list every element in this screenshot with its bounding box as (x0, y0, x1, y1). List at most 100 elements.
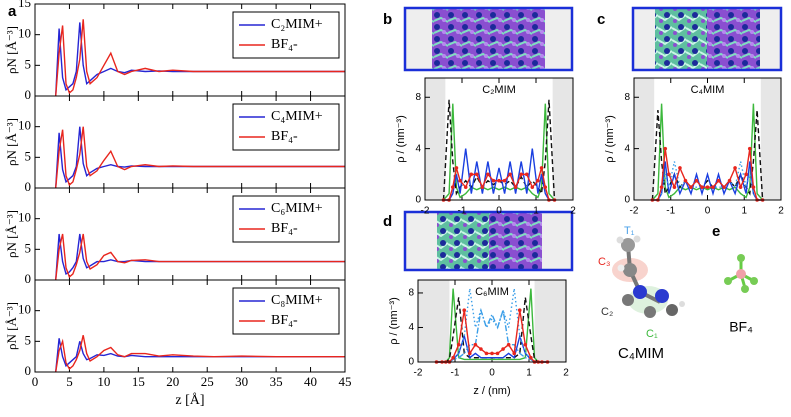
series-line (651, 110, 764, 201)
y-tick-label: 10 (18, 302, 31, 317)
series-line (442, 99, 556, 201)
c4mim-molecule (612, 235, 685, 318)
x-axis-label: z [Å] (175, 392, 204, 408)
legend-label: C₈MIM+ (271, 293, 323, 308)
y-tick-label: 0 (25, 87, 32, 102)
x-tick-label: -2 (630, 206, 639, 217)
y-tick-label: 15 (18, 0, 31, 10)
plot-frame (417, 279, 567, 363)
series-line (651, 103, 764, 201)
x-tick-label: 20 (166, 374, 179, 389)
molecule-name: C₄MIM (618, 345, 664, 362)
series-line (55, 19, 345, 97)
x-tick-label: 2 (570, 206, 576, 217)
shaded-region (552, 78, 573, 200)
x-tick-label: -1 (458, 206, 467, 217)
point (491, 178, 496, 183)
point (456, 342, 461, 347)
atom-label: C₁ (646, 328, 658, 340)
legend-box (232, 287, 340, 335)
shaded-region (760, 78, 781, 200)
chart: -2 -1 0 1 2 0 4 8 z / (nm) ρ / (nm⁻³) C₆MIM (388, 279, 569, 397)
shaded-region (425, 78, 446, 200)
point (529, 355, 533, 360)
y-tick-label: 0 (624, 195, 630, 206)
x-tick-label: 0 (32, 374, 39, 389)
plot-frame (633, 77, 782, 201)
point (486, 172, 490, 177)
shaded-region (418, 280, 450, 362)
point (523, 342, 528, 347)
point (716, 178, 721, 183)
series-line (436, 309, 548, 363)
y-tick-label: 8 (415, 92, 421, 103)
point (536, 178, 540, 183)
shaded-region (534, 280, 566, 362)
point (711, 185, 715, 189)
x-tick-label: 0 (705, 206, 711, 217)
point (512, 351, 516, 356)
chart-label: C₂MIM (482, 84, 516, 96)
point (475, 172, 479, 177)
point (733, 166, 737, 170)
chart: 0 5 10 15 ρN [Å⁻³] C₂MIM+ BF₄- (4, 0, 346, 102)
x-tick-label: -1 (666, 206, 675, 217)
point (508, 172, 512, 177)
y-tick-label: 5 (25, 148, 32, 163)
snapshot-c (631, 6, 783, 72)
legend-label: BF₄- (271, 37, 298, 52)
x-axis-label: z / (nm) (473, 385, 510, 397)
x-tick-label: 1 (526, 368, 532, 379)
point (479, 347, 483, 351)
atom-label: C₃ (598, 256, 610, 268)
point (451, 355, 455, 360)
x-tick-label: 35 (270, 374, 283, 389)
chart-label: C₄MIM (691, 84, 725, 96)
series-line (443, 148, 555, 201)
series-line (442, 103, 556, 201)
x-tick-label: 1 (741, 206, 747, 217)
y-tick-label: 4 (415, 143, 421, 154)
point (458, 178, 462, 183)
legend-label: C₂MIM+ (271, 17, 323, 32)
legend-box (232, 11, 340, 59)
point (519, 172, 523, 177)
point (484, 351, 489, 356)
point (530, 185, 535, 189)
series-line (55, 233, 345, 281)
shaded-region (634, 78, 655, 200)
point (738, 185, 743, 189)
y-tick-label: 0 (25, 271, 32, 286)
point (495, 351, 500, 356)
x-tick-label: 10 (97, 374, 110, 389)
bf4-molecule (724, 254, 758, 293)
chart: -2 -1 0 1 2 0 4 8 ρ / (nm⁻³) C₂MIM (395, 77, 576, 217)
y-axis-label: ρ / (nm⁻³) (604, 115, 616, 163)
point (468, 351, 472, 356)
panel-label: e (712, 223, 720, 240)
x-tick-label: 25 (201, 374, 214, 389)
x-tick-label: 45 (339, 374, 352, 389)
y-tick-label: 10 (18, 118, 31, 133)
y-axis-label: ρ / (nm⁻³) (388, 297, 400, 345)
y-tick-label: 0 (25, 363, 32, 378)
y-tick-label: 4 (408, 322, 414, 333)
panel-label: d (383, 213, 392, 230)
x-tick-label: -1 (451, 368, 460, 379)
point (700, 185, 704, 189)
plot-frame (34, 279, 346, 373)
snapshot-b (403, 6, 574, 72)
point (497, 178, 501, 183)
point (659, 185, 664, 189)
x-tick-label: 2 (563, 368, 569, 379)
x-tick-label: 15 (132, 374, 145, 389)
y-tick-label: 0 (25, 179, 32, 194)
atom-label: C₂ (601, 306, 613, 318)
panel-label: c (597, 11, 605, 28)
point (506, 342, 511, 347)
y-axis-label: ρ / (nm⁻³) (395, 115, 407, 163)
y-axis-label: ρN [Å⁻³] (4, 26, 19, 74)
